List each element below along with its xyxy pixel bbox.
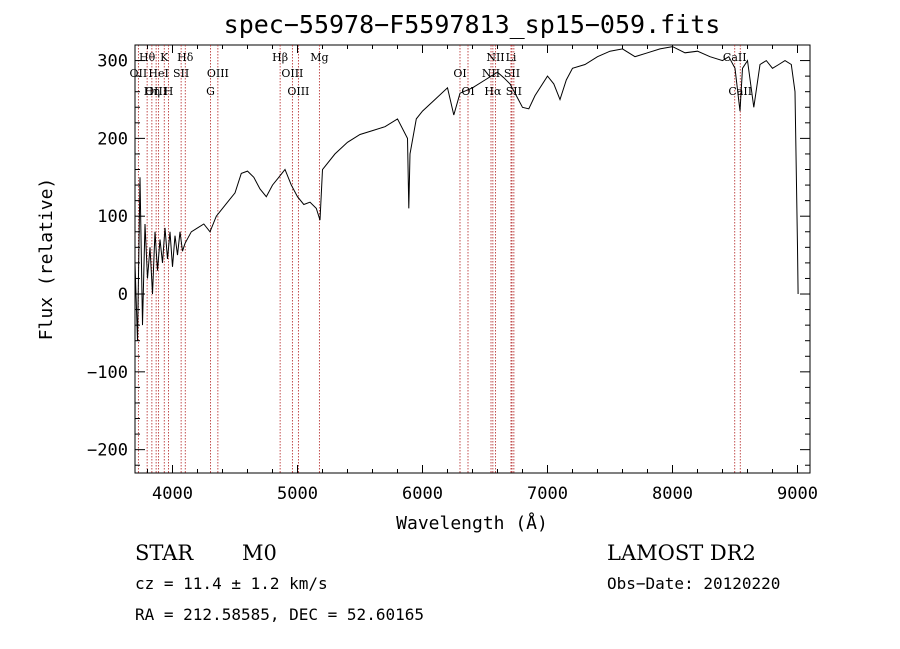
- info-panel: STAR M0 LAMOST DR2 cz = 11.4 ± 1.2 km/s …: [135, 541, 780, 624]
- x-tick-label: 7000: [527, 484, 568, 504]
- spectral-line-label: OIII: [207, 67, 229, 80]
- x-axis-ticks: 4000 5000 6000 7000 8000 9000: [147, 45, 818, 504]
- y-tick-label: −100: [87, 363, 128, 383]
- y-axis-ticks: −200 −100 0 100 200 300: [87, 44, 810, 466]
- chart-title: spec−55978−F5597813_sp15−059.fits: [224, 10, 721, 39]
- spectral-line-label: OI: [453, 67, 466, 80]
- x-tick-label: 5000: [277, 484, 318, 504]
- spectral-line-label: NII: [486, 51, 504, 64]
- y-tick-label: 300: [97, 52, 128, 72]
- spectral-line-label: NII: [482, 67, 500, 80]
- redshift-readout: cz = 11.4 ± 1.2 km/s: [135, 574, 328, 593]
- x-tick-label: 4000: [152, 484, 193, 504]
- y-axis-label: Flux (relative): [36, 178, 57, 341]
- spectral-line-label: H: [164, 85, 174, 98]
- spectral-line-label: OIII: [281, 67, 303, 80]
- spectral-line-label: Hα: [484, 85, 502, 98]
- marker-lines-group: [137, 45, 741, 473]
- x-tick-label: 9000: [777, 484, 818, 504]
- spectral-line-label: Li: [506, 51, 517, 64]
- observation-date: Obs−Date: 20120220: [607, 574, 780, 593]
- spectral-line-label: G: [206, 85, 215, 98]
- x-tick-label: 8000: [652, 484, 693, 504]
- object-subclass: M0: [242, 541, 277, 565]
- y-tick-label: 200: [97, 129, 128, 149]
- spectrum-series-line: [134, 46, 799, 341]
- y-tick-label: 100: [97, 207, 128, 227]
- x-axis-label: Wavelength (Å): [396, 512, 548, 534]
- object-class: STAR: [135, 541, 194, 565]
- spectral-line-label: Mg: [310, 51, 328, 64]
- spectral-line-label: OII: [130, 67, 148, 80]
- coordinates-readout: RA = 212.58585, DEC = 52.60165: [135, 605, 424, 624]
- plot-frame: [134, 44, 811, 474]
- spectral-line-label: SII: [173, 67, 189, 80]
- spectral-line-label: OIII: [145, 85, 167, 98]
- spectral-line-label: SII: [504, 67, 520, 80]
- y-tick-label: −200: [87, 441, 128, 461]
- spectral-line-label: HeI: [148, 67, 168, 80]
- spectral-line-label: Hη: [144, 85, 160, 98]
- spectral-line-label: CaII: [728, 85, 752, 98]
- spectral-line-label: Hθ: [139, 51, 156, 64]
- spectral-line-label: Hβ: [272, 51, 288, 64]
- spectral-line-label: Hδ: [177, 51, 194, 64]
- spectral-line-label: CaII: [723, 51, 747, 64]
- survey-name: LAMOST DR2: [607, 541, 756, 565]
- spectral-line-label: OIII: [287, 85, 309, 98]
- spectral-line-label: K: [160, 51, 169, 64]
- x-tick-label: 6000: [402, 484, 443, 504]
- y-tick-label: 0: [118, 285, 128, 305]
